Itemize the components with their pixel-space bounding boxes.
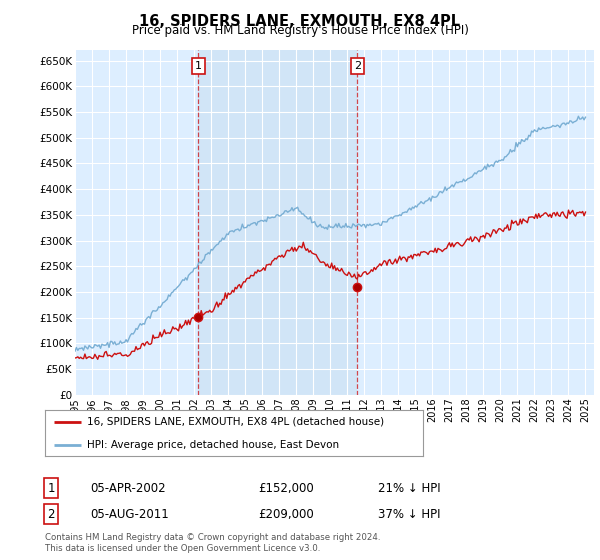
Text: Contains HM Land Registry data © Crown copyright and database right 2024.
This d: Contains HM Land Registry data © Crown c… <box>45 533 380 553</box>
Text: 05-AUG-2011: 05-AUG-2011 <box>90 507 169 521</box>
Text: 37% ↓ HPI: 37% ↓ HPI <box>378 507 440 521</box>
Text: 1: 1 <box>47 482 55 495</box>
Text: Price paid vs. HM Land Registry's House Price Index (HPI): Price paid vs. HM Land Registry's House … <box>131 24 469 37</box>
Text: 05-APR-2002: 05-APR-2002 <box>90 482 166 495</box>
Text: £152,000: £152,000 <box>258 482 314 495</box>
Text: HPI: Average price, detached house, East Devon: HPI: Average price, detached house, East… <box>86 440 339 450</box>
Text: 21% ↓ HPI: 21% ↓ HPI <box>378 482 440 495</box>
Bar <box>199 50 357 395</box>
Text: 1: 1 <box>195 61 202 71</box>
Text: 2: 2 <box>353 61 361 71</box>
Text: £209,000: £209,000 <box>258 507 314 521</box>
Text: 16, SPIDERS LANE, EXMOUTH, EX8 4PL (detached house): 16, SPIDERS LANE, EXMOUTH, EX8 4PL (deta… <box>86 417 384 427</box>
Text: 16, SPIDERS LANE, EXMOUTH, EX8 4PL: 16, SPIDERS LANE, EXMOUTH, EX8 4PL <box>139 14 461 29</box>
Text: 2: 2 <box>47 507 55 521</box>
